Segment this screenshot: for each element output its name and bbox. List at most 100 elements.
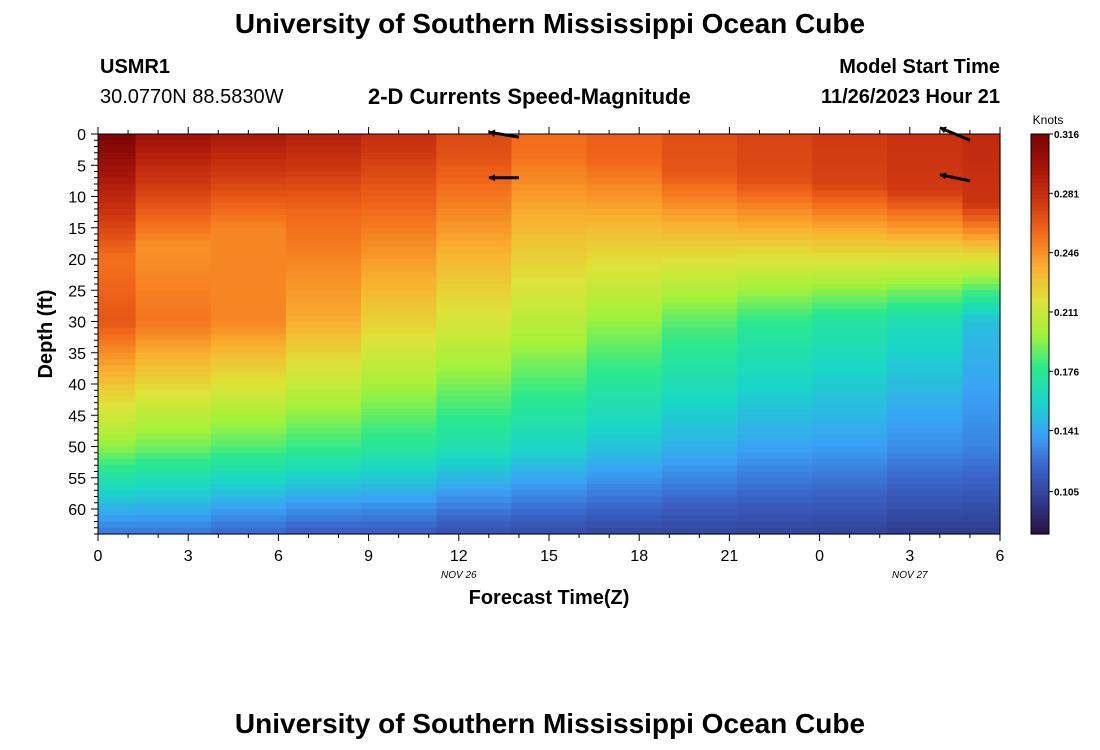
x-axis: 0 3 6 9 12 15 18 21 0 3 6 NOV 26 NOV 27 [94, 127, 1005, 581]
heat-cell [812, 459, 888, 466]
heat-cell [98, 371, 137, 379]
heat-cell [736, 440, 813, 448]
heat-cell [962, 521, 1001, 529]
heat-cell [210, 277, 287, 285]
colorbar-segment [1031, 218, 1049, 223]
heat-cell [361, 234, 437, 241]
heat-cell [436, 252, 513, 260]
heat-cell [736, 352, 813, 360]
heat-cell [511, 315, 588, 323]
heat-cell [736, 459, 813, 466]
heat-cell [135, 465, 212, 473]
heat-cell [98, 227, 137, 235]
heat-cell [361, 215, 437, 223]
heat-cell [812, 177, 888, 185]
y-tick-label: 20 [68, 252, 86, 269]
heat-cell [586, 421, 663, 429]
y-tick-label: 55 [68, 471, 86, 488]
heat-cell [887, 296, 964, 304]
heat-cell [98, 521, 137, 529]
heat-cell [736, 227, 813, 235]
heat-cell [436, 415, 513, 423]
heat-cell [887, 227, 964, 235]
heat-cell [887, 434, 964, 441]
x-tick-label: 15 [540, 548, 558, 565]
heat-cell [812, 234, 888, 241]
heat-cell [135, 359, 212, 366]
heat-cell [135, 515, 212, 523]
heat-cell [962, 359, 1001, 366]
heat-cell [962, 177, 1001, 185]
heat-cell [586, 409, 663, 416]
heat-cell [736, 140, 813, 148]
heat-cell [812, 396, 888, 404]
heat-cell [962, 427, 1001, 435]
heat-cell [736, 221, 813, 229]
heat-cell [812, 321, 888, 329]
heat-cell [511, 502, 588, 510]
heat-cell [586, 471, 663, 479]
heat-cell [887, 496, 964, 504]
heat-cell [661, 484, 738, 491]
heat-cell [661, 296, 738, 304]
heat-cell [135, 265, 212, 273]
colorbar-segment [1031, 190, 1049, 195]
heat-cell [361, 190, 437, 198]
heat-cell [135, 146, 212, 154]
heat-cell [135, 452, 212, 460]
heat-cell [962, 409, 1001, 416]
heat-cell [98, 427, 137, 435]
heat-cell [736, 152, 813, 160]
heat-cell [736, 359, 813, 366]
heat-cell [210, 334, 287, 341]
heat-cell [586, 427, 663, 435]
heat-cell [135, 184, 212, 191]
heat-cell [436, 509, 513, 516]
heat-cell [135, 484, 212, 491]
heat-cell [210, 327, 287, 335]
heat-cell [361, 396, 437, 404]
heat-cell [511, 452, 588, 460]
heat-cell [285, 509, 362, 516]
heat-cell [436, 227, 513, 235]
heat-cell [812, 159, 888, 166]
heat-cell [361, 159, 437, 166]
heat-cell [98, 315, 137, 323]
heat-cell [736, 315, 813, 323]
heat-cell [511, 265, 588, 273]
heat-cell [962, 502, 1001, 510]
heat-cell [285, 277, 362, 285]
heat-cell [661, 259, 738, 266]
heat-cell [436, 515, 513, 523]
heat-cell [210, 446, 287, 454]
heat-cell [210, 509, 287, 516]
heat-cell [586, 371, 663, 379]
heat-cell [511, 184, 588, 191]
heat-cell [586, 271, 663, 279]
heat-cell [98, 465, 137, 473]
heat-cell [210, 315, 287, 323]
heat-cell [511, 440, 588, 448]
heat-cell [285, 221, 362, 229]
colorbar-segment [1031, 322, 1049, 327]
heat-cell [210, 209, 287, 216]
heat-cell [98, 477, 137, 485]
heat-cell [436, 365, 513, 373]
heat-cell [736, 402, 813, 410]
heat-cell [135, 259, 212, 266]
x-tick-label: 6 [996, 548, 1005, 565]
heat-cell [661, 490, 738, 498]
heat-cell [361, 284, 437, 291]
heat-cell [135, 521, 212, 529]
heat-cell [135, 327, 212, 335]
heat-cell [98, 302, 137, 310]
heat-cell [361, 477, 437, 485]
heat-cell [436, 259, 513, 266]
heat-cell [135, 165, 212, 173]
heat-cell [962, 490, 1001, 498]
heat-cell [511, 434, 588, 441]
heat-cell [135, 346, 212, 354]
heat-cell [962, 290, 1001, 298]
heat-cell [436, 209, 513, 216]
heat-cell [812, 452, 888, 460]
